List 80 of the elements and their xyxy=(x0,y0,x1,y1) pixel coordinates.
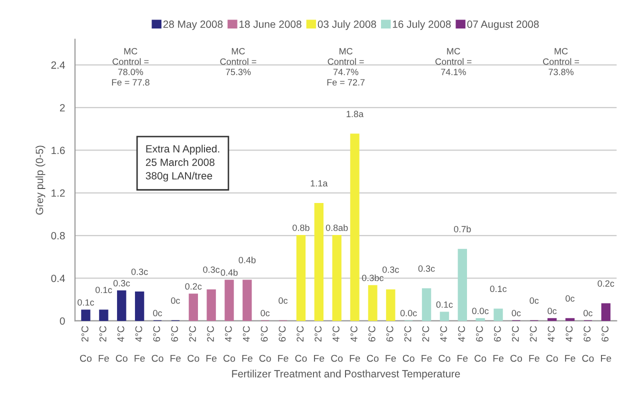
category-label: 2°C Fe xyxy=(98,326,109,362)
category-label: 4°C Fe xyxy=(565,326,576,362)
category-label: 2°C Co xyxy=(510,326,522,362)
y-tick-label: 1.6 xyxy=(52,146,65,154)
data-label: 0.0c xyxy=(472,308,489,314)
legend-label: 28 May 2008 xyxy=(163,20,223,30)
data-label: 0c xyxy=(530,297,539,304)
annotation: MC Control = 75.3% xyxy=(220,48,256,76)
category-label: 6°C Co xyxy=(474,326,486,362)
data-label: 1.8a xyxy=(346,110,364,118)
category-label: 6°C Co xyxy=(582,326,594,362)
data-label: 0c xyxy=(260,310,270,316)
data-label: 0.3bc xyxy=(362,274,384,282)
data-label: 0.1c xyxy=(78,299,94,306)
y-tick-label: 2 xyxy=(60,104,65,112)
category-label: 4°C Co xyxy=(331,326,343,362)
data-label: 0.1c xyxy=(490,286,507,292)
data-label: 0c xyxy=(171,297,180,304)
category-label: 4°C Co xyxy=(224,326,236,362)
y-axis-title: Grey pulp (0-5) xyxy=(36,146,46,215)
annotation: Extra N Applied. 25 March 2008 380g LAN/tree xyxy=(146,144,220,182)
category-label: 4°C Fe xyxy=(350,326,360,362)
category-label: 2°C Co xyxy=(188,326,200,362)
legend-label: 16 July 2008 xyxy=(392,20,451,30)
category-label: 2°C Fe xyxy=(422,326,432,362)
category-label: 2°C Co xyxy=(402,326,414,362)
category-label: 6°C Fe xyxy=(493,326,504,362)
y-tick-label: 2.4 xyxy=(51,61,65,69)
data-label: 0.4b xyxy=(220,269,238,276)
annotation: MC Control = 78.0% Fe = 77.8 xyxy=(112,48,150,86)
annotation: MC Control = 74.7% Fe = 72.7 xyxy=(327,48,365,86)
data-label: 0.0c xyxy=(400,310,417,316)
annotation: MC Control = 73.8% xyxy=(543,48,580,76)
legend-label: 18 June 2008 xyxy=(239,20,302,28)
y-tick-label: 0.8 xyxy=(51,232,65,240)
data-label: 0c xyxy=(566,295,575,302)
data-label: 1.1a xyxy=(310,180,328,186)
category-label: 6°C Fe xyxy=(386,326,396,362)
data-label: 0.8ab xyxy=(326,224,348,231)
category-label: 4°C Co xyxy=(116,326,128,362)
category-label: 6°C Fe xyxy=(170,326,181,362)
category-label: 4°C Co xyxy=(438,326,450,362)
category-label: 6°C Fe xyxy=(601,326,612,362)
data-label: 0.3c xyxy=(418,265,435,272)
data-label: 0.3c xyxy=(131,268,148,275)
category-label: 4°C Fe xyxy=(242,326,252,362)
data-label: 0c xyxy=(278,297,288,304)
category-label: 2°C Fe xyxy=(206,326,217,362)
annotation: MC Control = 74.1% xyxy=(435,48,472,76)
category-label: 2°C Co xyxy=(295,326,307,362)
category-label: 2°C Fe xyxy=(314,326,324,362)
data-label: 0.8b xyxy=(292,224,310,231)
category-label: 2°C Co xyxy=(80,326,92,362)
category-label: 4°C Fe xyxy=(458,326,468,362)
data-label: 0c xyxy=(584,310,592,316)
y-tick-label: 1.2 xyxy=(52,189,65,197)
category-label: 6°C Co xyxy=(367,326,379,362)
y-tick-label: 0 xyxy=(60,317,65,325)
category-label: 6°C Co xyxy=(259,326,271,362)
y-tick-label: 0.4 xyxy=(51,274,65,282)
data-label: 0.3c xyxy=(382,266,399,273)
data-label: 0.2c xyxy=(598,280,614,287)
data-label: 0.3c xyxy=(113,280,130,286)
data-label: 0c xyxy=(548,308,557,314)
x-axis-title: Fertilizer Treatment and Postharvest Temperature xyxy=(232,370,460,380)
data-label: 0c xyxy=(153,310,162,316)
data-label: 0.1c xyxy=(436,301,453,308)
category-label: 4°C Fe xyxy=(134,326,145,362)
legend-label: 07 August 2008 xyxy=(467,20,539,30)
data-label: 0.2c xyxy=(185,283,202,290)
category-label: 2°C Fe xyxy=(529,326,540,362)
data-label: 0.1c xyxy=(96,286,112,294)
category-label: 4°C Co xyxy=(546,326,558,362)
legend-label: 03 July 2008 xyxy=(318,20,376,30)
category-label: 6°C Fe xyxy=(278,326,288,362)
data-label: 0c xyxy=(512,310,521,316)
data-label: 0.7b xyxy=(454,226,471,232)
data-label: 0.4b xyxy=(238,256,256,264)
data-label: 0.3c xyxy=(203,266,220,273)
category-label: 6°C Co xyxy=(152,326,164,362)
